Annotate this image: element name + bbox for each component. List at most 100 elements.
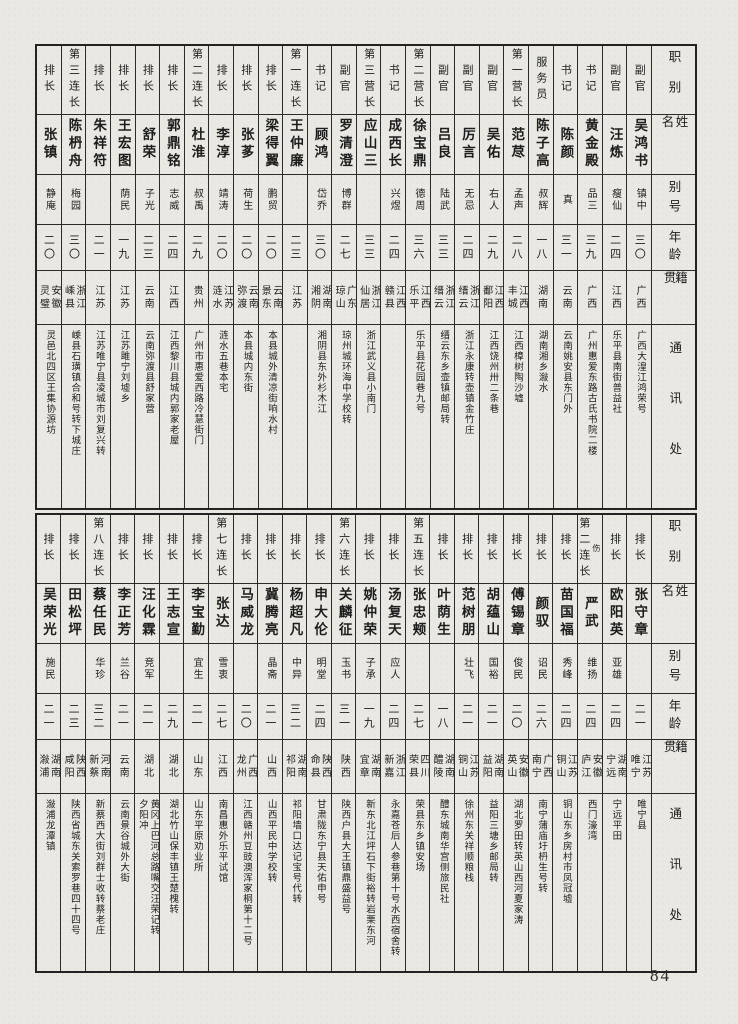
name-text: 张镇 bbox=[41, 127, 57, 162]
origin-cell: 广西 bbox=[578, 270, 602, 324]
role-cell: 排长 bbox=[36, 515, 61, 583]
origin-cell: 浙江 缙云 bbox=[430, 270, 455, 324]
age-text: 二九 bbox=[190, 233, 203, 262]
address-text: 黄冈上巴河总路嘴交汪荣记转 夕阳冲 bbox=[136, 799, 159, 936]
address-text: 益阳三塘乡邮局转 bbox=[486, 799, 497, 883]
alias-cell: 叔辉 bbox=[529, 174, 553, 224]
alias-cell: 俊民 bbox=[504, 643, 528, 693]
origin-cell: 湖南 祁阳 bbox=[282, 739, 307, 793]
name-cell: 陈颜 bbox=[553, 114, 578, 174]
address-text: 江苏唯宁县凌城市刘复兴转 bbox=[93, 330, 104, 456]
origin-cell: 江苏 bbox=[86, 270, 110, 324]
alias-cell: 孟声 bbox=[504, 174, 529, 224]
header-age-label: 年龄 bbox=[666, 699, 681, 734]
name-text: 范树朋 bbox=[459, 587, 475, 640]
row-header-column: 职别 姓名 别号 年龄 籍贯 通讯处 bbox=[651, 515, 695, 971]
alias-cell: 兰谷 bbox=[110, 643, 135, 693]
origin-text: 江西 bbox=[215, 753, 227, 780]
person-column: 排长 梁得翼 鹏贸 二〇 云南 景东 本县城外清凉街响水村 bbox=[257, 46, 283, 508]
age-cell: 三六 bbox=[406, 224, 430, 270]
header-role-label: 职别 bbox=[666, 518, 681, 580]
age-cell: 二一 bbox=[110, 693, 135, 739]
header-alias-label: 别号 bbox=[666, 180, 681, 219]
role-text: 排长 bbox=[460, 533, 473, 565]
name-text: 颜驭 bbox=[533, 596, 549, 631]
origin-text: 江西 丰城 bbox=[505, 284, 528, 311]
age-cell: 二三 bbox=[283, 224, 307, 270]
origin-cell: 四川 荣县 bbox=[405, 739, 430, 793]
address-text: 铜山东乡房村市凤冠墟 bbox=[560, 799, 571, 904]
address-cell: 江西黎川县城内郭家老屋 bbox=[160, 324, 184, 508]
address-cell: 永嘉苍后人参巷第十号水西宿舍转 bbox=[381, 793, 405, 971]
role-cell: 排长 bbox=[258, 515, 282, 583]
alias-cell bbox=[159, 643, 184, 693]
role-text: 第二连长 bbox=[577, 517, 590, 581]
role-text: 第七连长 bbox=[214, 517, 227, 581]
alias-cell: 子光 bbox=[135, 174, 160, 224]
age-text: 二一 bbox=[140, 702, 153, 731]
address-cell: 陕西户县大王镇鼎盛益号 bbox=[331, 793, 356, 971]
origin-cell: 湖南 bbox=[529, 270, 553, 324]
role-cell: 第八连长 bbox=[86, 515, 110, 583]
origin-text: 四川 荣县 bbox=[406, 753, 429, 780]
name-cell: 杨超凡 bbox=[282, 583, 307, 643]
origin-cell: 湖南 益阳 bbox=[479, 739, 504, 793]
alias-cell: 瘦仙 bbox=[602, 174, 627, 224]
origin-cell: 江西 bbox=[602, 270, 627, 324]
alias-text: 明堂 bbox=[314, 656, 326, 681]
header-role-cell: 职别 bbox=[652, 515, 695, 583]
age-text: 二一 bbox=[190, 702, 203, 731]
alias-text: 博群 bbox=[339, 187, 351, 212]
origin-cell: 江西 丰城 bbox=[504, 270, 529, 324]
origin-text: 湖南 祁阳 bbox=[283, 753, 306, 780]
address-cell: 江西赣州豆豉澳浑家桐第十二号 bbox=[233, 793, 258, 971]
role-text: 书记 bbox=[584, 64, 597, 96]
alias-cell: 诏民 bbox=[528, 643, 553, 693]
address-text: 广西大湟江鸿荣号 bbox=[634, 330, 645, 414]
role-text: 排长 bbox=[559, 533, 572, 565]
age-text: 二一 bbox=[116, 702, 129, 731]
origin-text: 云南 bbox=[560, 284, 572, 311]
age-text: 二〇 bbox=[239, 233, 252, 262]
name-text: 朱祥符 bbox=[91, 118, 107, 171]
role-cell: 排长 bbox=[553, 515, 577, 583]
alias-text: 镇中 bbox=[634, 187, 646, 212]
name-text: 李淳 bbox=[214, 127, 230, 162]
age-cell: 二一 bbox=[627, 693, 651, 739]
address-text: 广州市惠爱西路冷慧街门 bbox=[192, 330, 203, 446]
address-cell: 陕西省城东关索罗巷四十四号 bbox=[61, 793, 85, 971]
role-text: 排长 bbox=[140, 533, 153, 565]
name-cell: 李正芳 bbox=[110, 583, 135, 643]
age-text: 二〇 bbox=[509, 702, 522, 731]
origin-text: 陕西 命县 bbox=[308, 753, 331, 780]
person-column: 第三连长 陈枬舟 梅园 三〇 浙江 嵊县 嵊县石璜镇合和号转下城庄 bbox=[60, 46, 86, 508]
header-name-cell: 姓名 bbox=[652, 583, 695, 643]
role-cell: 排长 bbox=[111, 46, 135, 114]
alias-text: 竞军 bbox=[141, 656, 153, 681]
role-text: 第三营长 bbox=[362, 48, 375, 112]
age-text: 三三 bbox=[362, 233, 375, 262]
origin-text: 江苏 涟水 bbox=[210, 284, 233, 311]
name-cell: 叶荫生 bbox=[430, 583, 454, 643]
origin-text: 江西 bbox=[609, 284, 621, 311]
age-cell: 二四 bbox=[602, 224, 627, 270]
name-cell: 王宏图 bbox=[110, 114, 135, 174]
name-text: 罗清澄 bbox=[337, 118, 353, 171]
address-text: 湖南湘乡潊水 bbox=[536, 330, 547, 393]
origin-text: 湖南 bbox=[535, 284, 547, 311]
alias-cell: 宜生 bbox=[184, 643, 208, 693]
age-cell: 二九 bbox=[479, 224, 504, 270]
origin-text: 广西 bbox=[633, 284, 645, 311]
name-text: 舒荣 bbox=[140, 127, 156, 162]
name-text: 李宝勤 bbox=[189, 587, 205, 640]
age-text: 三九 bbox=[584, 233, 597, 262]
name-cell: 马威龙 bbox=[233, 583, 258, 643]
role-text: 副官 bbox=[485, 64, 498, 96]
address-text: 涟水五巷本宅 bbox=[216, 330, 227, 393]
role-text: 副官 bbox=[608, 64, 621, 96]
name-text: 汪化霖 bbox=[139, 587, 155, 640]
role-cell: 第五连长 bbox=[406, 515, 430, 583]
name-cell: 厉言 bbox=[455, 114, 479, 174]
header-alias-label: 别号 bbox=[666, 649, 681, 688]
